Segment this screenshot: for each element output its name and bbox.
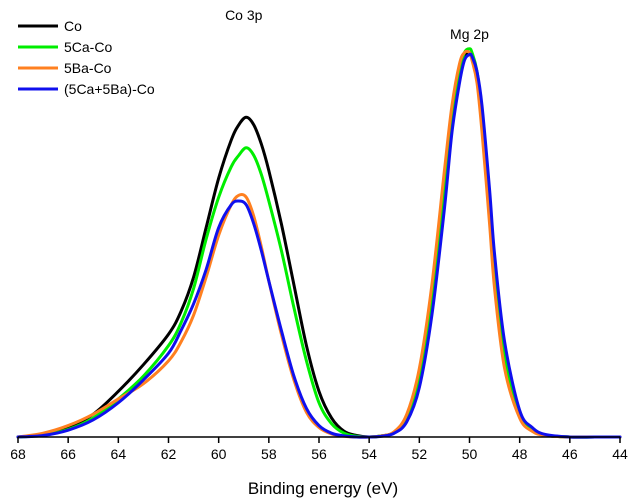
x-tick-label: 58 [261, 446, 277, 462]
x-tick-label: 60 [211, 446, 227, 462]
peak-annotations: Co 3p Mg 2p [225, 7, 489, 42]
legend-label: 5Ba-Co [64, 60, 112, 76]
x-tick-label: 52 [412, 446, 428, 462]
x-tick-label: 66 [60, 446, 76, 462]
x-tick-label: 54 [361, 446, 377, 462]
x-tick-label: 68 [10, 446, 26, 462]
x-tick-label: 46 [562, 446, 578, 462]
legend-label: Co [64, 18, 82, 34]
x-ticks: 68 66 64 62 60 58 56 54 52 50 48 46 44 [10, 437, 628, 462]
legend-label: 5Ca-Co [64, 39, 112, 55]
legend-label: (5Ca+5Ba)-Co [64, 81, 155, 97]
series-layer [16, 47, 622, 439]
series-line-4 [16, 52, 622, 439]
x-tick-label: 64 [111, 446, 127, 462]
series-line-2 [16, 47, 622, 439]
x-tick-label: 50 [462, 446, 478, 462]
x-axis-title: Binding energy (eV) [248, 479, 398, 498]
peak-label: Co 3p [225, 7, 263, 23]
legend: Co 5Ca-Co 5Ba-Co (5Ca+5Ba)-Co [18, 18, 155, 97]
x-tick-label: 56 [311, 446, 327, 462]
peak-label: Mg 2p [450, 26, 489, 42]
x-tick-label: 62 [161, 446, 177, 462]
series-line-3 [16, 49, 622, 439]
x-tick-label: 44 [612, 446, 628, 462]
x-tick-label: 48 [512, 446, 528, 462]
series-line-1 [16, 51, 622, 439]
